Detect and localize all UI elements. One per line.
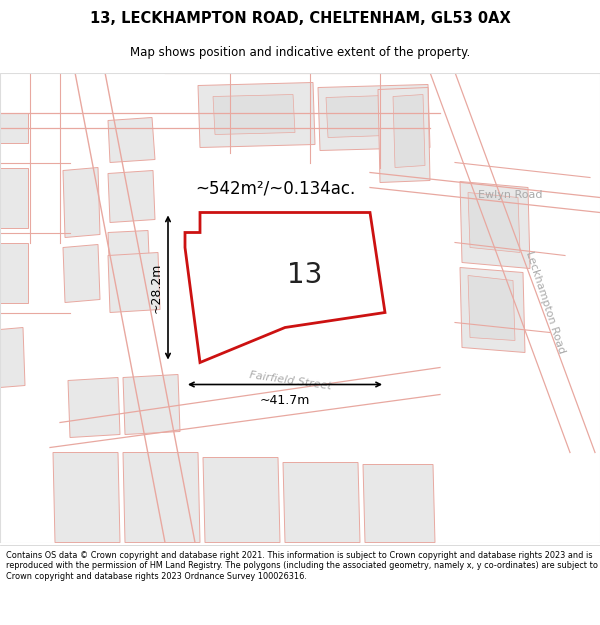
Text: Fairfield Street: Fairfield Street: [248, 370, 332, 391]
Polygon shape: [123, 374, 180, 434]
Polygon shape: [318, 84, 430, 151]
Polygon shape: [378, 88, 430, 182]
Text: Leckhampton Road: Leckhampton Road: [524, 250, 566, 355]
Text: 13, LECKHAMPTON ROAD, CHELTENHAM, GL53 0AX: 13, LECKHAMPTON ROAD, CHELTENHAM, GL53 0…: [89, 11, 511, 26]
Polygon shape: [108, 231, 150, 282]
Polygon shape: [468, 192, 520, 253]
Polygon shape: [0, 328, 25, 388]
Polygon shape: [0, 168, 28, 228]
Text: Map shows position and indicative extent of the property.: Map shows position and indicative extent…: [130, 46, 470, 59]
Polygon shape: [213, 94, 295, 134]
Polygon shape: [460, 181, 530, 269]
Polygon shape: [363, 464, 435, 542]
Polygon shape: [198, 82, 315, 148]
Polygon shape: [123, 452, 200, 542]
Polygon shape: [468, 276, 515, 341]
Polygon shape: [283, 462, 360, 542]
Polygon shape: [0, 242, 28, 302]
Text: ~41.7m: ~41.7m: [260, 394, 310, 408]
Polygon shape: [393, 94, 425, 168]
Text: ~542m²/~0.134ac.: ~542m²/~0.134ac.: [195, 179, 355, 198]
Polygon shape: [203, 458, 280, 542]
Polygon shape: [0, 112, 28, 142]
Polygon shape: [460, 268, 525, 352]
Text: 13: 13: [287, 261, 323, 289]
Text: Ewlyn Road: Ewlyn Road: [478, 189, 542, 199]
Polygon shape: [63, 168, 100, 238]
Polygon shape: [108, 118, 155, 162]
Polygon shape: [68, 378, 120, 438]
Polygon shape: [53, 452, 120, 542]
Text: Contains OS data © Crown copyright and database right 2021. This information is : Contains OS data © Crown copyright and d…: [6, 551, 598, 581]
Polygon shape: [108, 253, 160, 312]
Polygon shape: [326, 94, 415, 138]
Polygon shape: [63, 244, 100, 302]
Text: ~28.2m: ~28.2m: [150, 262, 163, 312]
Polygon shape: [185, 213, 385, 362]
Polygon shape: [108, 171, 155, 222]
